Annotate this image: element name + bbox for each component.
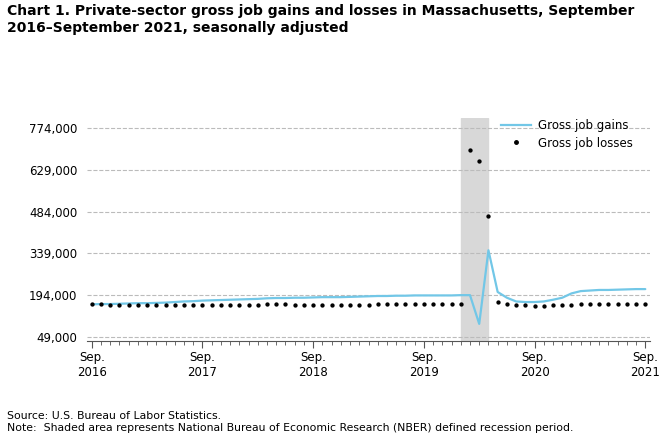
Text: Chart 1. Private-sector gross job gains and losses in Massachusetts, September
2: Chart 1. Private-sector gross job gains … xyxy=(7,4,634,35)
Bar xyxy=(461,118,488,341)
Legend: Gross job gains, Gross job losses: Gross job gains, Gross job losses xyxy=(501,119,632,150)
Text: Source: U.S. Bureau of Labor Statistics.
Note:  Shaded area represents National : Source: U.S. Bureau of Labor Statistics.… xyxy=(7,411,573,433)
